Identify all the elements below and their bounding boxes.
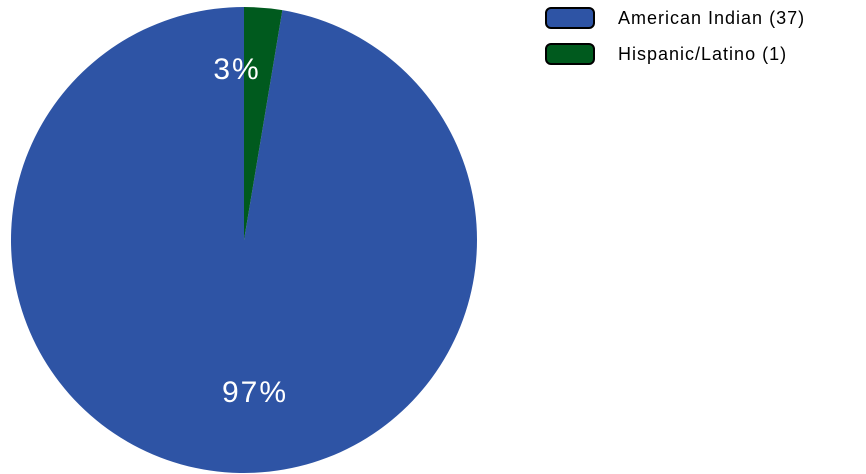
pie-slice-labels: 97% 3% <box>213 53 288 409</box>
legend-swatch-1 <box>545 43 595 65</box>
pie-slice-label-1: 3% <box>213 53 260 86</box>
legend-swatch-0 <box>545 7 595 29</box>
legend-label-0: American Indian (37) <box>618 8 805 28</box>
pie-slice-label-0: 97% <box>222 376 288 409</box>
pie-slice-1 <box>244 7 283 240</box>
pie-slices <box>10 7 477 473</box>
pie-slice-0 <box>10 7 477 473</box>
chart-legend: American Indian (37) Hispanic/Latino (1) <box>545 7 805 65</box>
legend-label-1: Hispanic/Latino (1) <box>618 44 787 64</box>
